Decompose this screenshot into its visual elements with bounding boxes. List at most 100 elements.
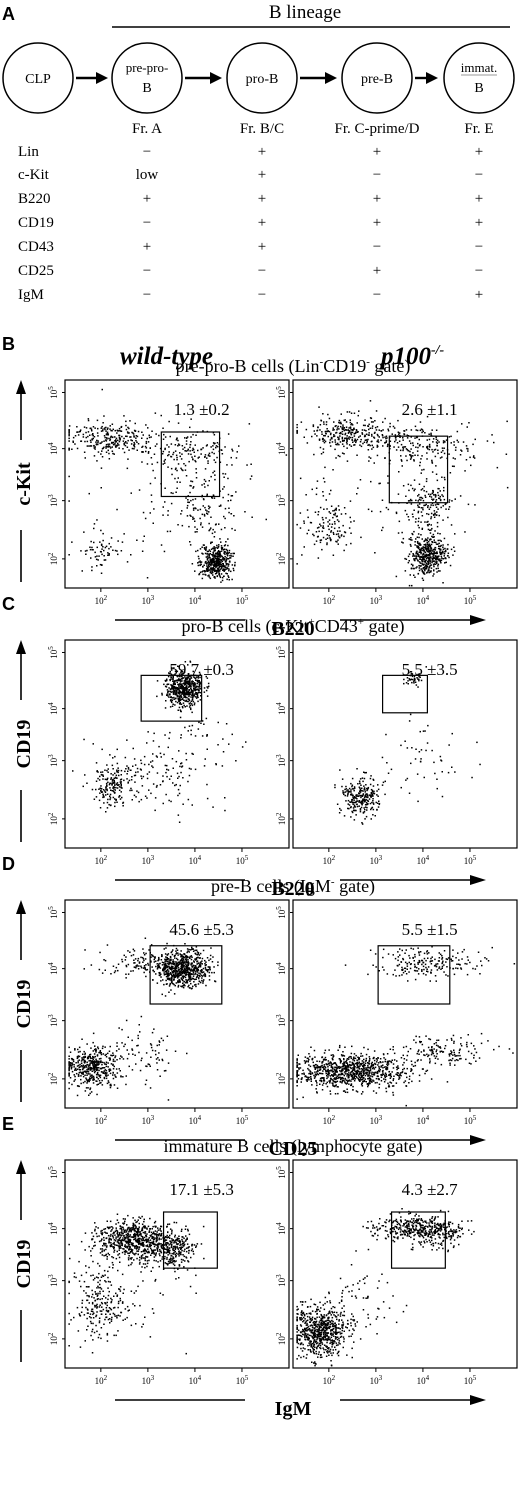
y-tick-label: 102 — [47, 1072, 59, 1085]
gate-box — [140, 674, 203, 722]
panel-title-part: + — [358, 616, 364, 628]
p100-sup: -/- — [431, 343, 445, 358]
marker-value: − — [143, 263, 151, 279]
x-axis-arrowhead — [470, 1135, 486, 1145]
gate-box — [160, 431, 221, 498]
plot-wild-type: 45.6 ±5.3 102 102 103 103 104 104 105 105 — [47, 899, 290, 1126]
x-tick-label: 105 — [236, 854, 249, 866]
x-tick-label: 103 — [370, 1114, 383, 1126]
stage-label-immat-2: B — [474, 81, 483, 96]
marker-value: + — [475, 144, 483, 160]
gate-box — [377, 945, 451, 1005]
panel-title: pre-B cells (IgM- gate) — [211, 876, 375, 897]
marker-value: − — [143, 287, 151, 303]
y-tick-label: 103 — [275, 1014, 287, 1027]
panel-label: C — [2, 594, 15, 614]
marker-name: B220 — [18, 191, 51, 207]
panel-title-part: immature B cells (lymphocyte gate) — [164, 1136, 423, 1157]
panel-title-part: pre-pro-B cells (Lin — [176, 356, 320, 377]
marker-value: − — [373, 239, 381, 255]
stage-label-immat-1: immat. — [461, 60, 497, 75]
marker-value: + — [258, 167, 266, 183]
fraction-label-e: Fr. E — [464, 121, 493, 137]
plot-p100: 5.5 ±1.5 102 102 103 103 104 104 105 105 — [275, 899, 518, 1126]
y-tick-label: 105 — [275, 906, 287, 919]
y-tick-label: 102 — [275, 1072, 287, 1085]
x-tick-label: 104 — [189, 854, 202, 866]
y-tick-label: 102 — [47, 812, 59, 825]
panel-title-part: CD43 — [315, 616, 358, 636]
marker-value: + — [143, 191, 151, 207]
gate-box — [382, 674, 429, 714]
x-tick-label: 104 — [189, 594, 202, 606]
panel-title: pro-B cells (c-Kit+CD43+ gate) — [182, 616, 405, 637]
x-tick-label: 102 — [95, 1114, 108, 1126]
y-tick-label: 103 — [47, 494, 59, 507]
panel-label: D — [2, 854, 15, 874]
panel-title-part: - — [331, 876, 335, 888]
stage-label-prepro-2: B — [142, 81, 151, 96]
x-axis-arrowhead — [470, 615, 486, 625]
y-axis-arrowhead — [16, 380, 26, 394]
x-axis-label: B220 — [271, 878, 314, 900]
x-tick-label: 103 — [142, 854, 155, 866]
y-tick-label: 103 — [275, 754, 287, 767]
y-tick-label: 102 — [275, 552, 287, 565]
y-axis-arrowhead — [16, 1160, 26, 1174]
y-tick-label: 103 — [275, 494, 287, 507]
marker-value: + — [258, 239, 266, 255]
y-tick-label: 105 — [47, 386, 59, 399]
x-tick-label: 102 — [323, 854, 336, 866]
y-axis-arrowhead — [16, 640, 26, 654]
x-axis-label: CD25 — [269, 1138, 318, 1160]
marker-value: + — [373, 191, 381, 207]
y-tick-label: 105 — [47, 1166, 59, 1179]
plot-frame — [64, 639, 290, 849]
marker-value: + — [258, 144, 266, 160]
plot-frame — [292, 639, 518, 849]
fraction-label-a: Fr. A — [132, 121, 162, 137]
marker-values: − + + + low + − − + + + + − + + + + + − − − − + − − − − + — [136, 144, 483, 303]
plot-wild-type: 1.3 ±0.2 102 102 103 103 104 104 105 105 — [47, 379, 290, 606]
gate-percentage: 17.1 ±5.3 — [169, 1180, 234, 1199]
marker-value: + — [475, 287, 483, 303]
y-tick-label: 102 — [275, 812, 287, 825]
x-axis-label: IgM — [275, 1398, 312, 1420]
marker-value: − — [258, 263, 266, 279]
marker-value: + — [373, 144, 381, 160]
gate-box — [388, 435, 449, 504]
y-tick-label: 103 — [47, 754, 59, 767]
y-tick-label: 105 — [275, 386, 287, 399]
dot-cloud — [68, 937, 219, 1101]
y-tick-label: 105 — [47, 646, 59, 659]
x-tick-label: 103 — [370, 854, 383, 866]
x-tick-label: 104 — [417, 1374, 430, 1386]
dot-cloud — [296, 946, 516, 1107]
y-tick-label: 102 — [47, 1332, 59, 1345]
marker-value: − — [475, 263, 483, 279]
x-tick-label: 105 — [464, 1374, 477, 1386]
x-tick-label: 103 — [142, 1114, 155, 1126]
plot-wild-type: 59.7 ±0.3 102 102 103 103 104 104 105 105 — [47, 639, 290, 866]
gate-percentage: 4.3 ±2.7 — [402, 1180, 459, 1199]
stage-label-prepro-1: pre-pro- — [126, 60, 169, 75]
marker-name: Lin — [18, 144, 39, 160]
marker-value: + — [143, 239, 151, 255]
panel-title: pre-pro-B cells (Lin-CD19- gate) — [176, 356, 411, 377]
y-tick-label: 102 — [47, 552, 59, 565]
stage-circle-clp — [2, 42, 74, 114]
marker-value: − — [373, 287, 381, 303]
plot-frame — [292, 379, 518, 589]
y-tick-label: 102 — [275, 1332, 287, 1345]
x-tick-label: 104 — [417, 854, 430, 866]
lineage-title: B lineage — [269, 2, 341, 23]
panel-title-part: gate) — [335, 876, 375, 897]
y-tick-label: 103 — [275, 1274, 287, 1287]
panel-title: immature B cells (lymphocyte gate) — [164, 1136, 423, 1157]
x-tick-label: 105 — [464, 594, 477, 606]
y-tick-label: 104 — [275, 962, 287, 975]
panel-title-part: CD19 — [323, 356, 366, 376]
